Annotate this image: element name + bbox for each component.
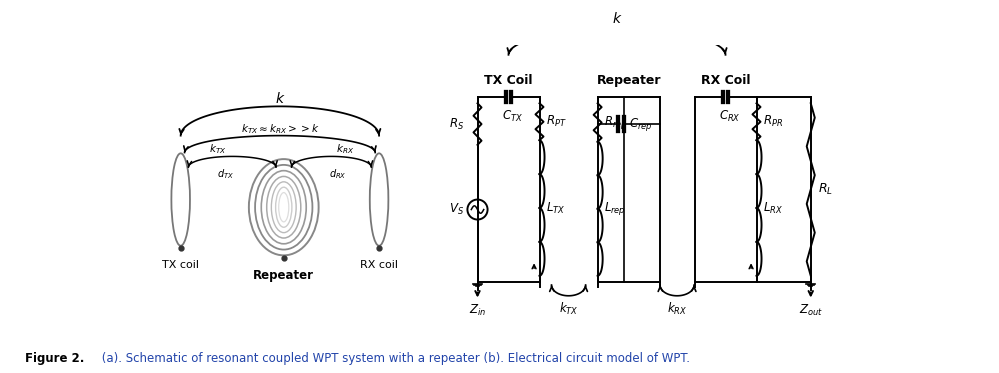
Text: Repeater: Repeater [596, 74, 661, 87]
Text: $k_{RX}$: $k_{RX}$ [337, 142, 355, 156]
Text: $V_S$: $V_S$ [450, 202, 465, 217]
Text: $R_{PR}$: $R_{PR}$ [762, 114, 783, 129]
Text: $R_{rep}$: $R_{rep}$ [603, 114, 627, 131]
Text: RX coil: RX coil [360, 260, 398, 270]
Text: k: k [276, 93, 284, 106]
Text: $R_{PT}$: $R_{PT}$ [545, 114, 566, 129]
Text: RX Coil: RX Coil [700, 74, 750, 87]
Text: (a). Schematic of resonant coupled WPT system with a repeater (b). Electrical ci: (a). Schematic of resonant coupled WPT s… [98, 352, 690, 365]
Text: Figure 2.: Figure 2. [25, 352, 84, 365]
Text: TX Coil: TX Coil [485, 74, 532, 87]
Text: $C_{rep}$: $C_{rep}$ [628, 116, 652, 132]
Text: $C_{RX}$: $C_{RX}$ [718, 109, 740, 124]
Text: $Z_{in}$: $Z_{in}$ [469, 303, 487, 318]
Text: $L_{RX}$: $L_{RX}$ [762, 200, 783, 216]
Text: $R_L$: $R_L$ [818, 182, 833, 197]
Text: k: k [613, 12, 621, 25]
Text: Repeater: Repeater [254, 269, 315, 282]
Text: $L_{rep}$: $L_{rep}$ [603, 200, 625, 217]
Text: $Z_{out}$: $Z_{out}$ [799, 303, 823, 318]
Text: $L_{TX}$: $L_{TX}$ [545, 200, 565, 216]
Text: $R_S$: $R_S$ [450, 116, 465, 132]
Text: $k_{RX}$: $k_{RX}$ [667, 301, 687, 317]
Text: $d_{TX}$: $d_{TX}$ [218, 167, 235, 181]
Text: $k_{TX}$: $k_{TX}$ [210, 142, 227, 156]
Text: $C_{TX}$: $C_{TX}$ [501, 109, 522, 124]
Text: $k_{TX}$: $k_{TX}$ [558, 301, 578, 317]
Text: $d_{RX}$: $d_{RX}$ [329, 167, 347, 181]
Text: TX coil: TX coil [162, 260, 199, 270]
Text: $k_{TX} \approx k_{RX} >> k$: $k_{TX} \approx k_{RX} >> k$ [241, 122, 319, 136]
